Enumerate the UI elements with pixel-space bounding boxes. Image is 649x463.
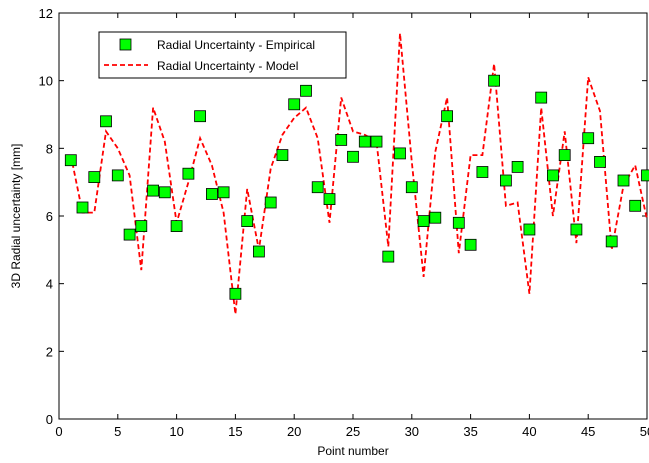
- empirical-marker: [382, 250, 395, 263]
- y-tick-label: 10: [39, 74, 53, 89]
- empirical-marker: [629, 199, 642, 212]
- x-tick-label: 15: [228, 424, 242, 439]
- empirical-marker: [464, 238, 477, 251]
- empirical-marker: [417, 215, 430, 228]
- empirical-marker: [370, 135, 383, 148]
- x-axis-label: Point number: [317, 444, 388, 458]
- empirical-marker: [252, 245, 265, 258]
- x-tick-label: 5: [114, 424, 121, 439]
- empirical-marker: [264, 196, 277, 209]
- empirical-marker: [617, 174, 630, 187]
- empirical-marker: [205, 188, 218, 200]
- x-tick-label: 25: [346, 424, 360, 439]
- x-tick-label: 0: [55, 424, 62, 439]
- empirical-marker: [429, 211, 442, 224]
- y-tick-label: 12: [39, 6, 53, 21]
- x-tick-label: 45: [581, 424, 595, 439]
- x-tick-label: 30: [405, 424, 419, 439]
- empirical-marker: [147, 184, 160, 197]
- empirical-marker: [311, 181, 324, 194]
- y-tick-label: 0: [46, 412, 53, 427]
- empirical-marker: [300, 84, 312, 97]
- empirical-marker: [123, 228, 136, 241]
- empirical-marker: [394, 147, 406, 160]
- empirical-marker: [641, 169, 649, 182]
- empirical-marker: [441, 110, 454, 123]
- y-axis-label: 3D Radial uncertainty [mm]: [9, 144, 23, 289]
- legend-model-label: Radial Uncertainty - Model: [157, 59, 298, 73]
- x-tick-label: 10: [169, 424, 183, 439]
- empirical-marker: [170, 220, 183, 233]
- empirical-marker: [135, 220, 148, 233]
- empirical-marker: [158, 186, 171, 199]
- empirical-marker: [405, 181, 418, 194]
- x-tick-label: 35: [463, 424, 477, 439]
- empirical-marker: [288, 98, 301, 111]
- empirical-marker: [111, 169, 124, 182]
- empirical-marker: [511, 160, 524, 173]
- empirical-marker: [582, 132, 595, 145]
- empirical-marker: [76, 201, 89, 214]
- empirical-marker: [276, 149, 289, 162]
- x-tick-label: 50: [640, 424, 649, 439]
- empirical-marker: [88, 171, 101, 184]
- empirical-marker: [335, 133, 348, 146]
- empirical-marker: [547, 169, 559, 182]
- empirical-marker: [452, 216, 465, 229]
- empirical-marker: [594, 155, 606, 168]
- y-tick-label: 8: [46, 141, 53, 156]
- y-tick-label: 4: [46, 277, 53, 292]
- empirical-marker: [358, 135, 371, 148]
- empirical-marker: [217, 186, 230, 199]
- y-tick-label: 6: [46, 209, 53, 224]
- empirical-marker: [476, 166, 489, 178]
- plot-area: [58, 12, 648, 420]
- empirical-marker: [535, 91, 548, 104]
- legend-box: [98, 31, 347, 79]
- legend-empirical-label: Radial Uncertainty - Empirical: [157, 38, 315, 52]
- model-series-line: [69, 33, 648, 315]
- empirical-marker: [100, 115, 112, 128]
- empirical-marker: [323, 193, 336, 206]
- empirical-marker: [194, 110, 207, 123]
- empirical-marker: [605, 235, 618, 248]
- empirical-marker: [229, 287, 242, 300]
- y-tick-label: 2: [46, 344, 53, 359]
- legend-empirical-marker: [119, 38, 132, 51]
- empirical-marker: [64, 154, 77, 167]
- empirical-marker: [570, 223, 583, 236]
- empirical-marker: [523, 223, 536, 236]
- empirical-marker: [488, 74, 501, 87]
- empirical-marker: [347, 150, 359, 163]
- empirical-marker: [182, 167, 195, 180]
- empirical-marker: [499, 174, 512, 187]
- empirical-marker: [558, 149, 571, 162]
- empirical-marker: [241, 215, 254, 228]
- x-tick-label: 40: [522, 424, 536, 439]
- x-tick-label: 20: [287, 424, 301, 439]
- legend: Radial Uncertainty - Empirical Radial Un…: [98, 31, 347, 79]
